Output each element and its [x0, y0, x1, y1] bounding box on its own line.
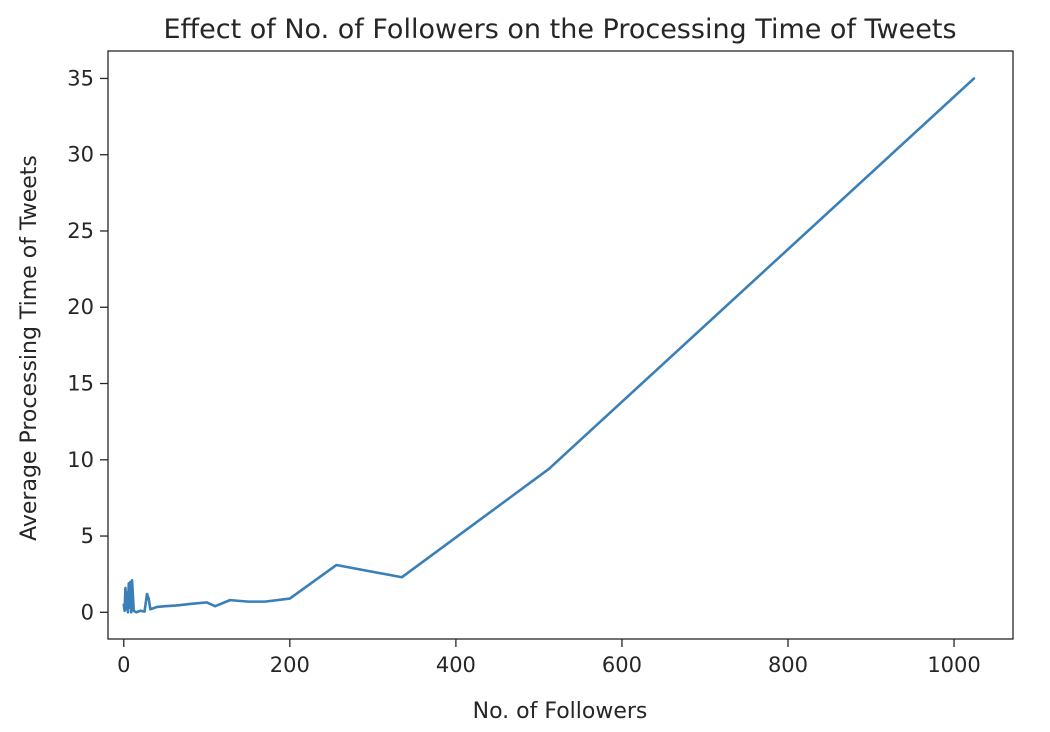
y-tick-label: 35: [67, 66, 94, 90]
x-tick-label: 800: [768, 653, 808, 677]
chart-title: Effect of No. of Followers on the Proces…: [163, 14, 956, 45]
series-line-0: [122, 77, 976, 614]
y-tick-label: 25: [67, 219, 94, 243]
x-tick-label: 1000: [927, 653, 980, 677]
x-tick-label: 600: [602, 653, 642, 677]
x-tick-label: 400: [436, 653, 476, 677]
y-tick-label: 5: [81, 524, 94, 548]
x-axis-label: No. of Followers: [473, 699, 648, 724]
y-axis-label: Average Processing Time of Tweets: [17, 155, 42, 541]
y-tick-label: 10: [67, 448, 94, 472]
x-tick-label: 200: [270, 653, 310, 677]
plot-frame: [107, 50, 1014, 640]
y-tick-label: 15: [67, 372, 94, 396]
y-tick-label: 30: [67, 143, 94, 167]
x-tick-label: 0: [117, 653, 130, 677]
plot-area: 0 200 400 600 800 1000 0 5 10 15 20 25 30 35: [67, 50, 1014, 677]
y-tick-label: 20: [67, 295, 94, 319]
y-tick-label: 0: [81, 600, 94, 624]
